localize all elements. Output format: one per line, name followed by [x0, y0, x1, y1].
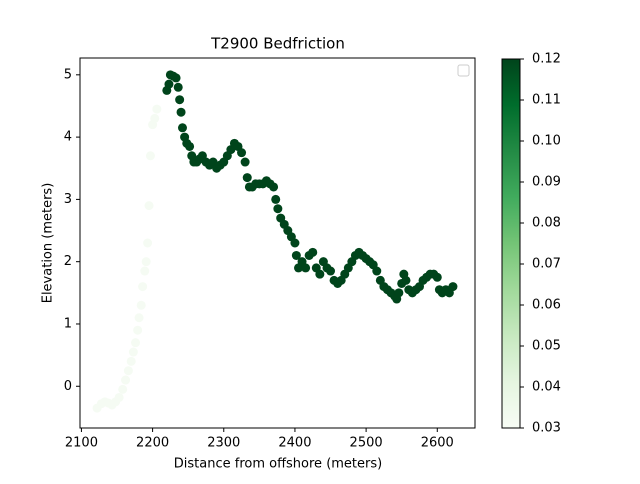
point: [308, 247, 318, 257]
point: [237, 148, 247, 158]
point: [164, 79, 174, 89]
point: [242, 173, 252, 183]
point: [140, 266, 150, 276]
y-axis-label: Elevation (meters): [41, 183, 56, 304]
x-axis-label: Distance from offshore (meters): [174, 457, 382, 472]
colorbar-tick-label: 0.09: [532, 175, 561, 190]
point: [118, 384, 128, 394]
point: [326, 266, 336, 276]
colorbar-tick-label: 0.12: [532, 52, 561, 67]
x-tick-label: 2100: [65, 436, 98, 451]
point: [114, 392, 124, 402]
point: [134, 313, 144, 323]
point: [150, 113, 160, 123]
y-tick-label: 1: [64, 316, 72, 331]
y-tick-label: 0: [64, 379, 72, 394]
point: [291, 250, 301, 260]
colorbar: [501, 58, 521, 429]
point: [394, 288, 404, 298]
chart-title: T2900 Bedfriction: [210, 35, 345, 53]
y-tick-label: 2: [64, 254, 72, 269]
point: [131, 338, 141, 348]
colorbar-tick-label: 0.03: [532, 421, 561, 436]
point: [173, 82, 183, 92]
point: [269, 182, 279, 192]
point: [133, 325, 143, 335]
colorbar-tick-label: 0.04: [532, 380, 561, 395]
point: [432, 272, 442, 282]
point: [121, 375, 131, 385]
point: [141, 257, 151, 267]
y-tick-label: 4: [64, 130, 72, 145]
colorbar-tick-label: 0.11: [532, 93, 561, 108]
point: [145, 151, 155, 161]
point: [301, 263, 311, 273]
colorbar-tick-label: 0.10: [532, 134, 561, 149]
colorbar-tick-label: 0.05: [532, 339, 561, 354]
point: [138, 282, 148, 292]
point: [128, 347, 138, 357]
point: [290, 238, 300, 248]
colorbar-tick-label: 0.06: [532, 298, 561, 313]
point: [240, 157, 250, 167]
point: [372, 266, 382, 276]
point: [123, 366, 133, 376]
point: [176, 107, 186, 117]
point: [175, 95, 185, 105]
point: [185, 141, 195, 151]
point: [143, 238, 153, 248]
legend-box: [457, 64, 470, 77]
point: [271, 194, 281, 204]
point: [171, 73, 181, 83]
y-tick-label: 5: [64, 67, 72, 82]
point: [315, 269, 325, 279]
colorbar-tick-label: 0.08: [532, 216, 561, 231]
point: [401, 275, 411, 285]
colorbar-tick-label: 0.07: [532, 257, 561, 272]
x-tick-label: 2400: [278, 436, 311, 451]
x-tick-label: 2200: [136, 436, 169, 451]
point: [273, 204, 283, 214]
plot-frame: [79, 57, 476, 429]
point: [126, 356, 136, 366]
point: [448, 282, 458, 292]
x-tick-label: 2600: [421, 436, 454, 451]
point: [136, 300, 146, 310]
x-tick-label: 2300: [207, 436, 240, 451]
y-tick-label: 3: [64, 192, 72, 207]
point: [177, 123, 187, 133]
point: [144, 201, 154, 211]
point: [152, 104, 162, 114]
x-tick-label: 2500: [350, 436, 383, 451]
